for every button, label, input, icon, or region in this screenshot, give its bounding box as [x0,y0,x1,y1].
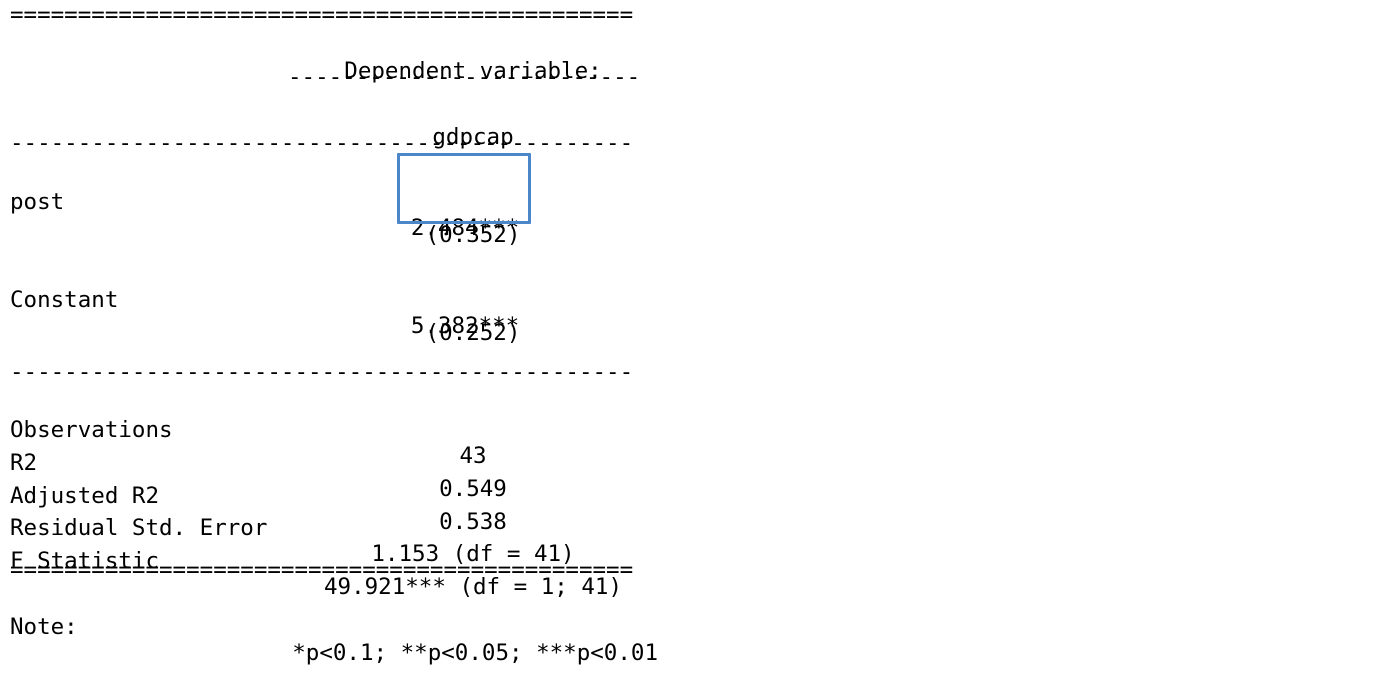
stat-row-observations: Observations 43 [10,391,658,469]
note-row: Note: *p<0.1; **p<0.05; ***p<0.01 [10,588,658,666]
stat-value: 1.153 (df = 41) [371,541,575,567]
coefficient-estimate: 5.382*** [410,313,520,339]
top-double-rule: ========================================… [10,2,634,28]
bottom-double-rule: ========================================… [10,557,634,583]
stat-value: 0.549 [439,476,507,502]
std-error-row-post: (0.352) [10,196,658,248]
std-error-row-constant: (0.252) [10,294,658,346]
stat-row-adjusted-r2: Adjusted R2 0.538 [10,457,658,535]
stat-name: R2 [10,450,38,476]
stat-row-r2: R2 0.549 [10,424,658,502]
note-text: *p<0.1; **p<0.05; ***p<0.01 [292,640,658,666]
coefficient-name: Constant [10,287,119,313]
stat-name: Observations [10,417,173,443]
stat-value: 49.921*** (df = 1; 41) [323,574,622,600]
header-single-rule: ----------------------------------------… [10,130,634,156]
stats-single-rule: ----------------------------------------… [10,359,634,385]
dependent-variable-label: Dependent variable: [344,58,602,84]
stat-value: 0.538 [439,509,507,535]
stat-row-residual-std-error: Residual Std. Error 1.153 (df = 41) [10,489,658,567]
dependent-variable-row: gdpcap [10,98,658,150]
dependent-variable-name: gdpcap [432,124,514,150]
coefficient-estimate: 2.484*** [410,215,520,241]
dependent-variable-header-row: Dependent variable: [10,32,658,84]
stat-value: 43 [459,443,487,469]
coefficient-name: post [10,189,65,215]
stat-row-f-statistic: F Statistic 49.921*** (df = 1; 41) [10,522,658,600]
stat-name: Residual Std. Error [10,515,268,541]
coefficient-row-post: post 2.484*** [10,163,658,241]
coefficient-std-error: (0.352) [425,222,521,248]
coefficient-std-error: (0.252) [425,320,521,346]
header-partial-rule: -------------------------- [288,64,641,90]
highlight-box [397,153,531,224]
coefficient-row-constant: Constant 5.382*** [10,261,658,339]
note-label: Note: [10,614,78,640]
stat-name: F Statistic [10,548,160,574]
stat-name: Adjusted R2 [10,483,160,509]
